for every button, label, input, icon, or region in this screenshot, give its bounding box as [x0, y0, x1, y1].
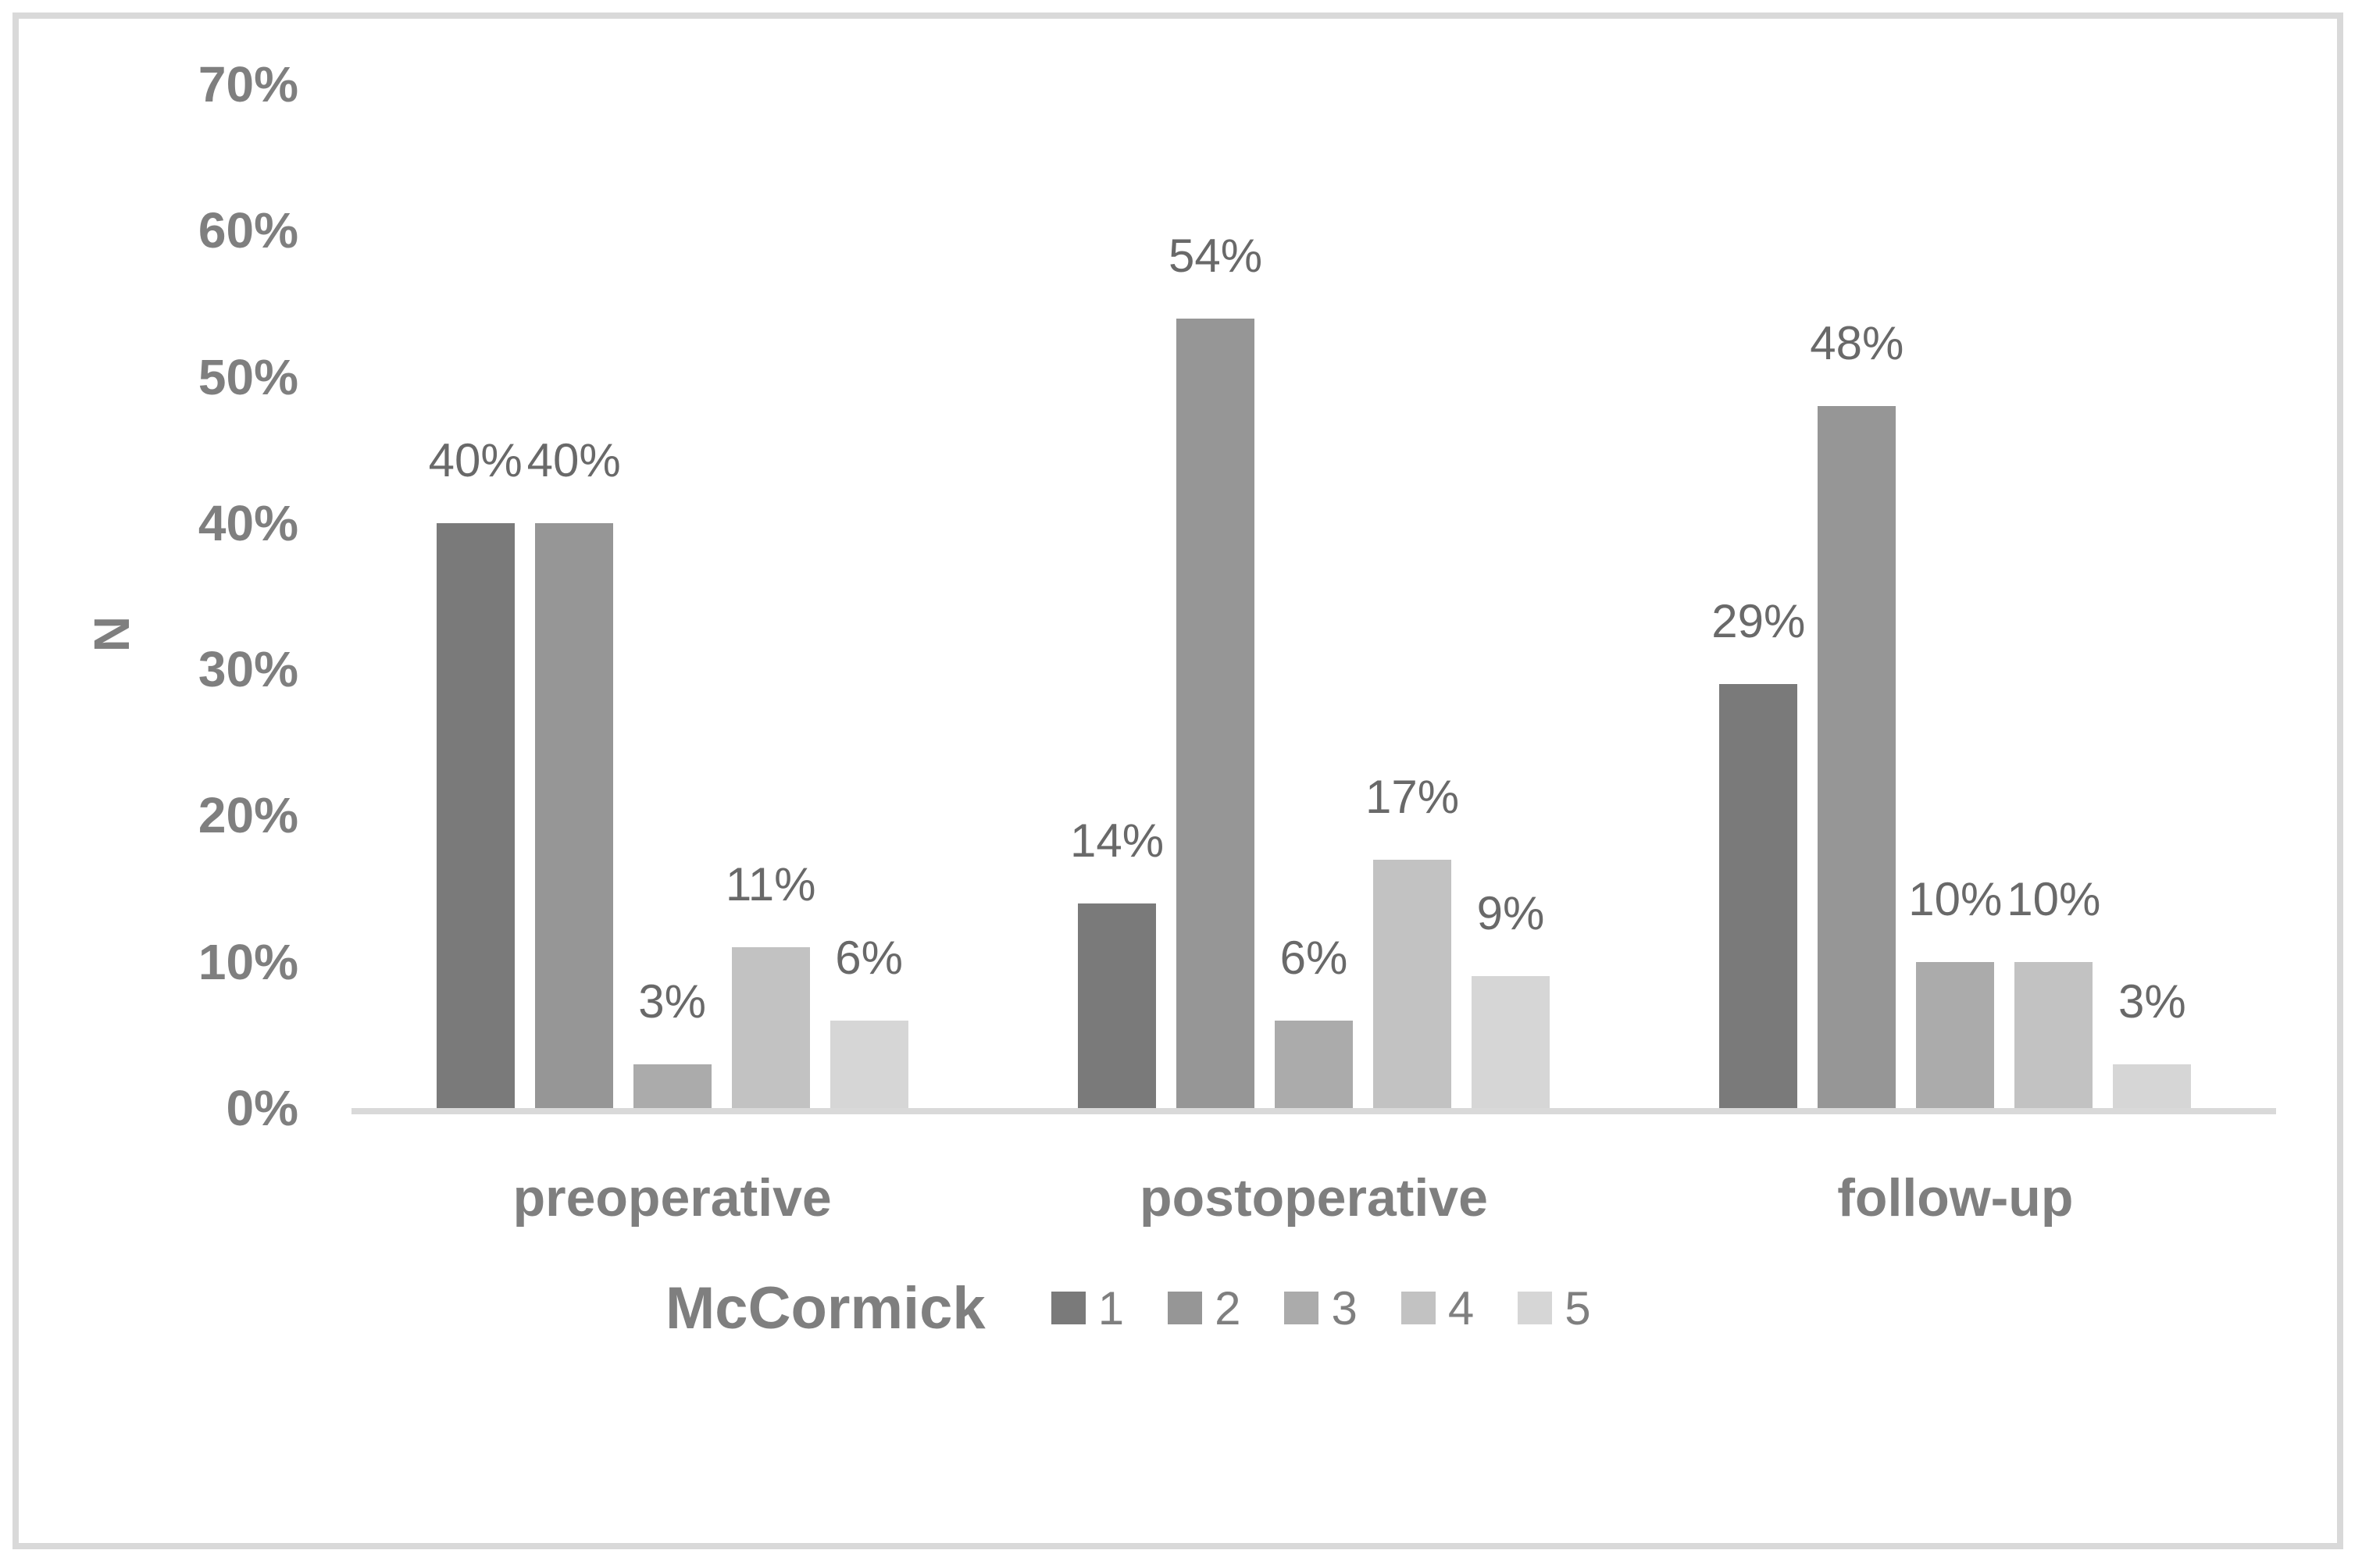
legend-item-label: 4	[1447, 1281, 1475, 1335]
bar-value-label: 6%	[835, 931, 904, 984]
bar-value-label: 10%	[2007, 872, 2101, 925]
bar-value-label: 6%	[1279, 931, 1348, 984]
bar-value-label: 9%	[1476, 887, 1545, 940]
category-label-postoperative: postoperative	[1140, 1168, 1488, 1228]
bar-preoperative-mccormick-5	[830, 1020, 908, 1108]
chart-border	[12, 12, 2343, 1549]
y-tick-label: 10%	[198, 933, 298, 990]
legend-item-5: 5	[1518, 1281, 1591, 1335]
legend-swatch-icon	[1518, 1292, 1553, 1324]
bar-value-label: 40%	[526, 433, 621, 486]
bar-value-label: 11%	[725, 857, 816, 911]
y-tick-label: 40%	[198, 494, 298, 551]
legend-item-label: 2	[1215, 1281, 1241, 1335]
bar-value-label: 14%	[1069, 814, 1165, 867]
legend-items: 1 2 3 4 5	[1051, 1281, 1591, 1335]
bar-preoperative-mccormick-3	[633, 1064, 712, 1108]
bar-value-label: 40%	[428, 433, 523, 486]
legend-item-1: 1	[1051, 1281, 1124, 1335]
legend-item-label: 3	[1331, 1281, 1358, 1335]
y-tick-label: 70%	[198, 56, 298, 112]
bar-follow-up-mccormick-2	[1818, 406, 1896, 1108]
bar-follow-up-mccormick-4	[2014, 961, 2093, 1108]
bar-preoperative-mccormick-1	[436, 522, 515, 1108]
bar-postoperative-mccormick-3	[1275, 1020, 1353, 1108]
bar-postoperative-mccormick-4	[1373, 859, 1451, 1108]
y-tick-label: 30%	[198, 641, 298, 698]
y-tick-label: 60%	[198, 202, 298, 259]
category-label-follow-up: follow-up	[1837, 1168, 2074, 1228]
bar-preoperative-mccormick-2	[534, 522, 613, 1108]
legend-swatch-icon	[1400, 1292, 1436, 1324]
legend-swatch-icon	[1284, 1292, 1319, 1324]
legend-item-3: 3	[1284, 1281, 1358, 1335]
y-tick-label: 20%	[198, 787, 298, 844]
category-label-preoperative: preoperative	[512, 1168, 832, 1228]
bar-value-label: 10%	[1908, 872, 2003, 925]
y-tick-label: 50%	[198, 348, 298, 405]
legend-swatch-icon	[1051, 1292, 1086, 1324]
bar-value-label: 3%	[638, 975, 707, 1028]
y-tick-label: 0%	[226, 1080, 299, 1136]
bar-postoperative-mccormick-1	[1078, 903, 1156, 1108]
bar-postoperative-mccormick-2	[1176, 318, 1254, 1108]
bar-follow-up-mccormick-1	[1719, 683, 1798, 1108]
bar-follow-up-mccormick-5	[2113, 1064, 2192, 1108]
bar-preoperative-mccormick-4	[731, 946, 810, 1108]
bar-value-label: 48%	[1810, 317, 1904, 370]
x-axis-line	[351, 1108, 2276, 1114]
bar-value-label: 17%	[1365, 770, 1460, 823]
legend-item-4: 4	[1400, 1281, 1475, 1335]
legend-swatch-icon	[1168, 1292, 1203, 1324]
legend-item-2: 2	[1168, 1281, 1240, 1335]
legend-item-label: 1	[1097, 1281, 1125, 1335]
legend-item-label: 5	[1565, 1281, 1591, 1335]
legend-title: McCormick	[665, 1274, 986, 1342]
bar-value-label: 54%	[1168, 229, 1263, 282]
bar-postoperative-mccormick-5	[1472, 976, 1550, 1108]
legend: McCormick 1 2 3 4 5	[665, 1269, 1591, 1347]
bar-value-label: 29%	[1711, 594, 1806, 647]
bar-follow-up-mccormick-3	[1916, 961, 1995, 1108]
bar-value-label: 3%	[2118, 975, 2186, 1028]
